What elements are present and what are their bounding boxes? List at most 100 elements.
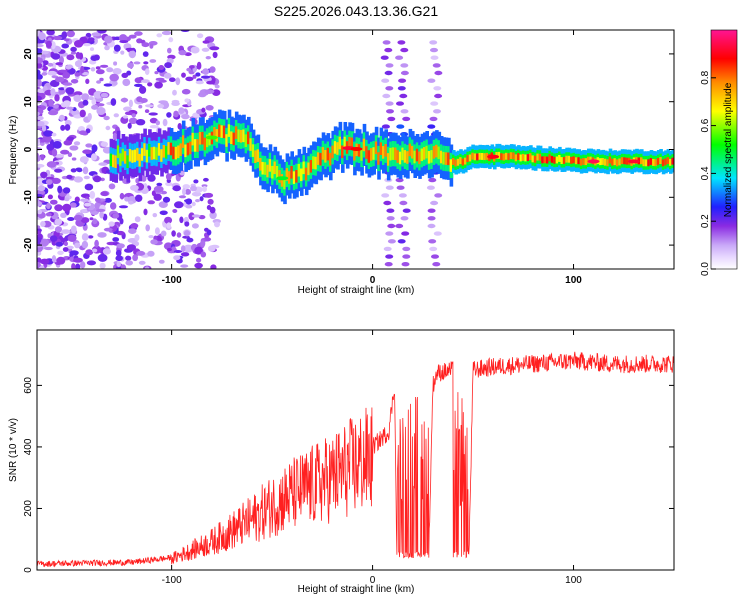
spectrogram-noise-blob: [202, 68, 210, 75]
spectrogram-ridge-cell: [437, 146, 442, 160]
spectrogram-ridge-cell: [126, 155, 130, 168]
spectrogram-ridge-cell: [230, 131, 234, 144]
spectrogram-noise-blob: [55, 76, 65, 83]
spectrogram-noise-blob: [97, 30, 107, 34]
spectrogram-ridge-cell: [116, 145, 121, 158]
spectrogram-harmonic-streak: [400, 109, 409, 114]
spectrogram-ridge-cell: [302, 161, 307, 175]
spectrogram-ridge-cell: [232, 132, 237, 146]
spectrogram-ridge-cell: [480, 153, 485, 160]
spectrogram-noise-blob: [210, 264, 217, 269]
spectrogram-noise-blob: [60, 149, 70, 155]
spectrogram-noise-blob: [158, 259, 165, 264]
spectrogram-noise-blob: [148, 112, 158, 116]
spectrogram-noise-blob: [120, 264, 127, 269]
spectrogram-noise-blob: [130, 184, 139, 191]
spectrogram-harmonic-streak: [387, 239, 396, 244]
spectrogram-noise-blob: [57, 185, 63, 194]
spectrogram-noise-blob: [80, 198, 89, 202]
spectrogram-ridge-cell: [249, 138, 253, 151]
spectrogram-noise-blob: [190, 46, 200, 54]
spectrogram-noise-blob: [53, 104, 59, 109]
spectrogram-ridge-cell: [247, 131, 251, 145]
spectrogram-noise-blob: [112, 68, 122, 75]
x-tick-label: 0: [370, 275, 376, 286]
spectrogram-noise-blob: [91, 144, 98, 153]
spectrogram-noise-blob: [54, 226, 63, 233]
spectrogram-noise-blob: [87, 235, 94, 239]
spectrogram-harmonic-streak: [400, 47, 409, 53]
colorbar-tick-label: 0.6: [700, 118, 711, 132]
spectrogram-harmonic-streak: [402, 254, 411, 259]
spectrogram-ridge-cell: [285, 168, 290, 181]
spectrogram-noise-blob: [64, 124, 71, 131]
spectrogram-noise-blob: [166, 247, 172, 252]
spectrogram-noise-blob: [85, 249, 94, 256]
spectrogram-noise-blob: [194, 246, 204, 255]
spectrogram-noise-blob: [37, 121, 45, 127]
spectrogram-ridge-cell: [543, 156, 548, 164]
spectrogram-ridge-cell: [382, 146, 386, 159]
snr-panel: -100 0 100 0 200 400 600 Height of straight l…: [8, 329, 675, 595]
spectrogram-noise-blob: [158, 201, 168, 209]
spectrogram-ridge-cell: [333, 141, 338, 154]
spectrogram-noise-blob: [135, 194, 143, 202]
spectrogram-noise-blob: [208, 245, 216, 252]
spectrogram-noise-blob: [147, 200, 155, 205]
spectrogram-noise-blob: [70, 51, 77, 55]
spectrogram-harmonic-streak: [428, 239, 437, 244]
spectrogram-noise-blob: [144, 68, 150, 75]
spectrogram-ridge-cell: [603, 158, 608, 166]
spectrogram-ridge-cell: [309, 160, 314, 173]
spectrogram-noise-blob: [138, 260, 146, 265]
spectrogram-ridge-cell: [521, 153, 526, 161]
spectrogram-harmonic-streak: [384, 47, 393, 53]
spectrogram-ridge-cell: [304, 167, 309, 181]
spectrogram-harmonic-streak: [430, 47, 438, 53]
spectrogram-ridge-cell: [206, 134, 210, 148]
spectrogram-ridge-cell: [172, 146, 176, 160]
spectrogram-noise-blob: [91, 98, 97, 106]
spectrogram-noise-blob: [201, 47, 210, 52]
spectrogram-peak: [276, 176, 289, 181]
y-tick-label: 200: [23, 500, 34, 517]
spectrogram-noise-blob: [103, 227, 113, 232]
spectrogram-ridge-cell: [312, 156, 316, 169]
spectrogram-noise-blob: [88, 96, 94, 101]
spectrogram-ridge-cell: [394, 147, 398, 161]
spectrogram-noise-blob: [145, 104, 154, 108]
spectrogram-noise-blob: [45, 176, 54, 180]
spectrogram-ridge-cell: [425, 145, 429, 159]
spectrogram-noise-blob: [39, 238, 50, 247]
spectrogram-ridge-cell: [427, 151, 432, 164]
spectrogram-noise-blob: [91, 104, 99, 110]
spectrogram-noise-blob: [51, 53, 61, 60]
spectrogram-noise-blob: [144, 109, 150, 113]
spectrogram-noise-blob: [120, 97, 129, 103]
spectrogram-ridge-cell: [415, 148, 420, 162]
spectrogram-noise-blob: [155, 120, 160, 126]
spectrogram-harmonic-streak: [427, 216, 436, 221]
y-tick-label: 0: [23, 146, 34, 152]
spectrogram-noise-blob: [89, 217, 94, 221]
spectrogram-noise-blob: [71, 263, 76, 269]
spectrogram-ridge-cell: [454, 159, 458, 167]
spectrogram-noise-blob: [45, 179, 53, 185]
spectrogram-noise-blob: [191, 223, 199, 229]
spectrogram-noise-blob: [100, 191, 109, 196]
spectrogram-noise-blob: [209, 66, 216, 73]
spectrogram-noise-blob: [52, 61, 57, 70]
spectrogram-harmonic-streak: [401, 231, 410, 236]
spectrogram-noise-blob: [92, 175, 102, 183]
spectrogram-noise-blob: [179, 216, 184, 224]
spectrogram-noise-blob: [149, 125, 159, 129]
spectrogram-harmonic-streak: [382, 40, 391, 45]
spectrogram-ridge-cell: [379, 142, 384, 155]
spectrogram-ridge-cell: [447, 152, 451, 166]
spectrogram-ridge-cell: [550, 155, 555, 163]
spectrogram-harmonic-streak: [398, 193, 407, 198]
spectrogram-ridge-cell: [131, 150, 135, 163]
spectrogram-noise-blob: [134, 77, 143, 84]
spectrogram-ridge-cell: [386, 153, 391, 166]
spectrogram-noise-blob: [85, 128, 91, 134]
